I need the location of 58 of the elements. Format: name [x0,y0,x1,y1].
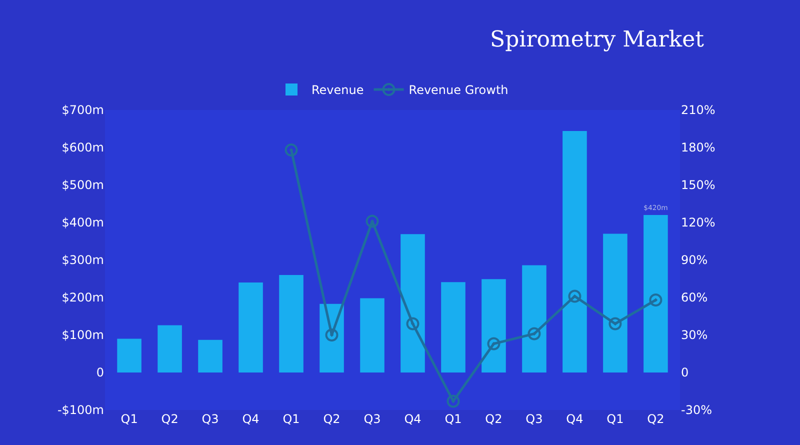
y2-tick-label: -30% [681,403,712,418]
y2-tick-label: 60% [681,290,708,305]
y-tick-label: $400m [62,216,104,230]
point [487,337,500,350]
bar [400,234,425,372]
y-tick-label: $100m [62,328,104,342]
x-tick-label: Q3 [202,412,219,426]
bar [158,325,182,372]
y-tick-label: $500m [62,178,104,192]
point [528,327,541,340]
x-tick-label: Q2 [647,412,664,426]
x-tick-label: Q4 [242,412,260,426]
y2-tick-label: 120% [681,216,716,230]
bar [441,282,466,372]
bar [238,282,263,372]
x-tick-label: Q2 [161,412,178,426]
bar [522,265,546,372]
x-tick-label: Q1 [282,412,300,426]
legend-label: Revenue Growth [408,83,508,98]
x-tick-label: Q3 [526,412,543,426]
bar [279,275,304,372]
y-tick-label: $600m [62,140,104,155]
y-tick-label: $300m [62,253,104,268]
y-tick-label: 0 [96,366,104,380]
bar [482,279,506,372]
bar [117,338,142,372]
x-tick-label: Q3 [364,412,381,426]
x-tick-label: Q1 [606,412,624,426]
x-tick-label: Q4 [566,412,584,426]
y2-tick-label: 150% [681,178,716,192]
y2-tick-label: 180% [681,140,716,155]
x-tick-label: Q2 [323,412,340,426]
x-tick-label: Q1 [120,412,138,426]
point [568,290,582,303]
bar [198,340,222,372]
chart-title: Spirometry Market [490,28,704,53]
legend-label: Revenue [312,83,364,98]
y-tick-label: -$100m [57,403,104,418]
y2-tick-label: 90% [681,253,708,268]
bar [644,215,668,372]
bar [603,234,628,372]
bar [562,131,587,372]
point [325,328,338,342]
y2-tick-label: 210% [681,103,716,118]
y2-tick-label: 30% [681,328,708,342]
x-tick-label: Q1 [444,412,462,426]
point [406,317,420,330]
x-tick-label: Q2 [485,412,502,426]
point [446,394,460,408]
point [649,294,662,306]
y-tick-label: $200m [62,290,104,305]
point [608,317,622,330]
point [284,144,298,156]
x-tick-label: Q4 [404,412,422,426]
point [366,214,379,228]
bar [360,298,384,372]
y-tick-label: $700m [62,103,104,118]
y2-tick-label: 0 [681,366,689,380]
